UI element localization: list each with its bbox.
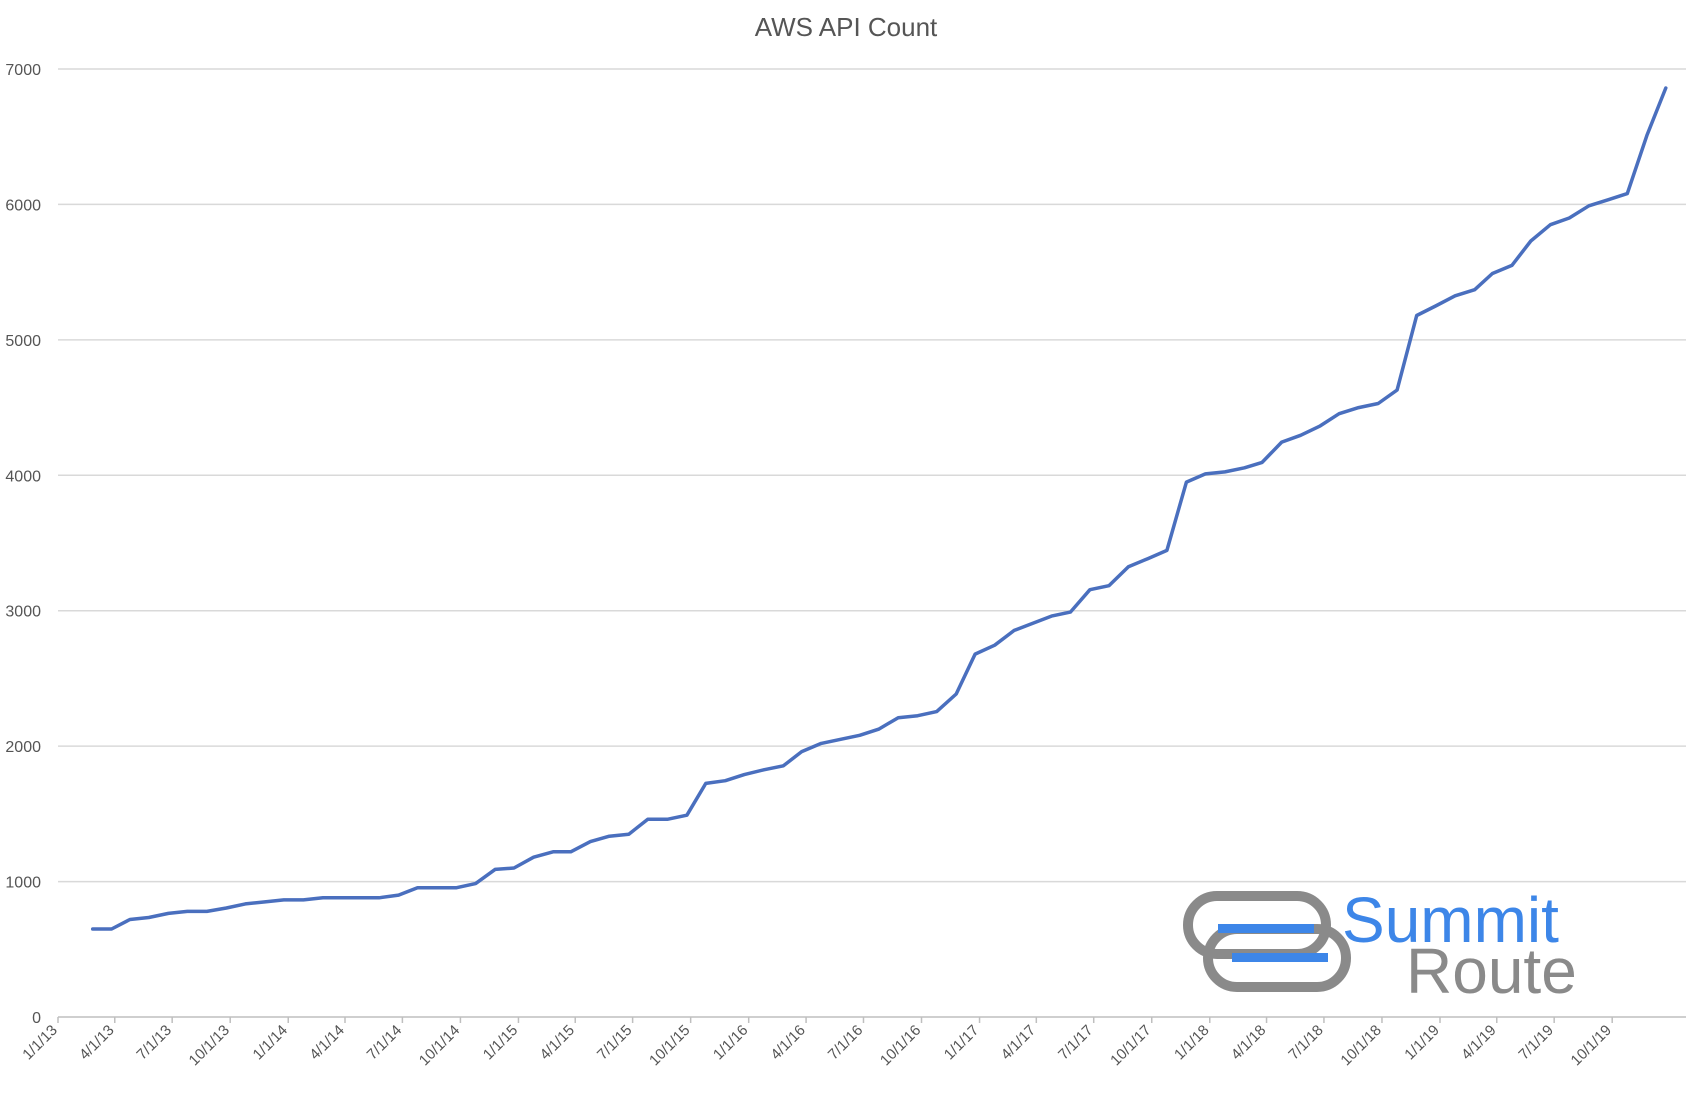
x-tick-label: 7/1/14 xyxy=(364,1022,406,1064)
x-tick-label: 10/1/13 xyxy=(186,1022,233,1069)
x-tick-label: 10/1/19 xyxy=(1568,1022,1615,1069)
gridlines xyxy=(58,68,1686,883)
y-tick-label: 1000 xyxy=(5,875,41,892)
x-tick-label: 7/1/17 xyxy=(1055,1022,1097,1064)
x-tick-label: 10/1/14 xyxy=(416,1022,463,1069)
x-tick-label: 1/1/14 xyxy=(250,1022,292,1064)
y-tick-label: 6000 xyxy=(5,197,41,214)
x-tick-label: 7/1/19 xyxy=(1515,1022,1557,1064)
x-tick-label: 7/1/15 xyxy=(594,1022,636,1064)
x-tick-label: 1/1/19 xyxy=(1401,1022,1443,1064)
x-tick-label: 4/1/19 xyxy=(1458,1022,1500,1064)
x-tick-label: 7/1/13 xyxy=(133,1022,175,1064)
logo-text-summit: Summit xyxy=(1342,884,1559,956)
series-layer xyxy=(90,86,1668,931)
x-tick-label: 7/1/16 xyxy=(825,1022,867,1064)
y-tick-label: 7000 xyxy=(5,62,41,79)
y-tick-label: 4000 xyxy=(5,468,41,485)
x-tick-label: 4/1/14 xyxy=(306,1022,348,1064)
x-tick-label: 10/1/15 xyxy=(646,1022,693,1069)
series-line xyxy=(90,86,1668,931)
y-tick-label: 5000 xyxy=(5,333,41,350)
y-tick-label: 0 xyxy=(32,1010,41,1027)
x-tick-label: 1/1/17 xyxy=(941,1022,983,1064)
x-tick-label: 7/1/18 xyxy=(1285,1022,1327,1064)
x-tick-label: 4/1/17 xyxy=(998,1022,1040,1064)
x-axis: 1/1/13 4/1/13 7/1/13 10/1/13 1/1/14 4/1/14 7/1… xyxy=(19,1016,1686,1069)
y-tick-label: 3000 xyxy=(5,604,41,621)
x-tick-label: 10/1/18 xyxy=(1337,1022,1384,1069)
x-tick-label: 1/1/16 xyxy=(710,1022,752,1064)
x-tick-label: 4/1/18 xyxy=(1228,1022,1270,1064)
x-tick-label: 4/1/15 xyxy=(537,1022,579,1064)
x-tick-label: 1/1/13 xyxy=(19,1022,61,1064)
x-tick-label: 10/1/16 xyxy=(877,1022,924,1069)
x-tick-label: 10/1/17 xyxy=(1107,1022,1154,1069)
x-tick-label: 1/1/15 xyxy=(480,1022,522,1064)
logo-text-route: Route xyxy=(1406,935,1577,1007)
y-axis-labels: 0 1000 2000 3000 4000 5000 6000 7000 xyxy=(5,62,41,1027)
chain-link-icon xyxy=(1183,891,1351,992)
summit-route-logo: Summit Route xyxy=(1183,884,1577,1007)
x-tick-label: 1/1/18 xyxy=(1171,1022,1213,1064)
chart-title: AWS API Count xyxy=(755,12,938,42)
x-tick-label: 4/1/13 xyxy=(76,1022,118,1064)
y-tick-label: 2000 xyxy=(5,739,41,756)
x-tick-label: 4/1/16 xyxy=(767,1022,809,1064)
